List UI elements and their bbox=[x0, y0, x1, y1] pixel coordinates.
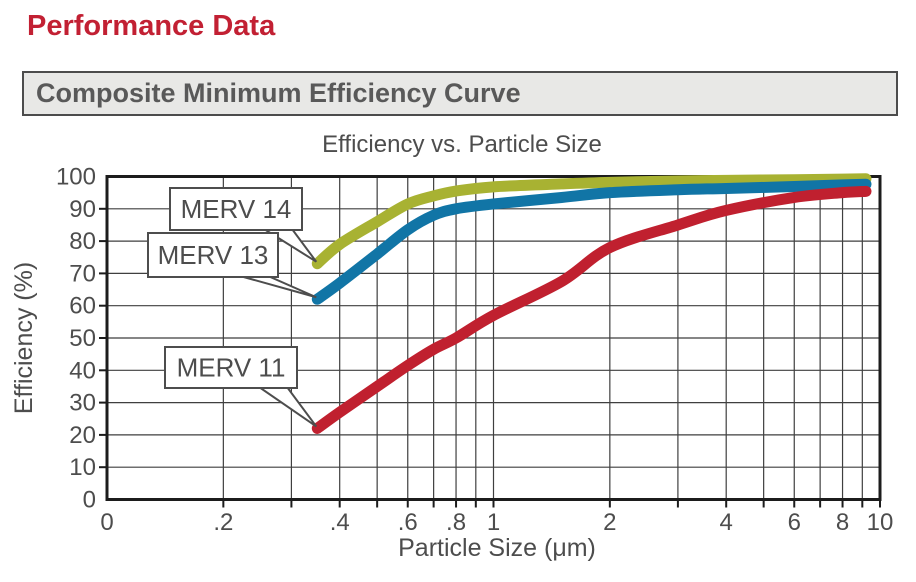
x-tick-label: 6 bbox=[788, 509, 801, 536]
y-tick-label: 40 bbox=[69, 357, 96, 384]
merv-13-curve bbox=[311, 178, 872, 305]
x-tick-label: .2 bbox=[213, 509, 233, 536]
x-tick-label: .8 bbox=[446, 509, 466, 536]
merv-14-callout: MERV 14 bbox=[169, 187, 318, 263]
x-tick-label: 1 bbox=[487, 509, 500, 536]
x-tick-label: 4 bbox=[720, 509, 733, 536]
y-axis-title: Efficiency (%) bbox=[10, 262, 38, 414]
series-curves bbox=[311, 173, 872, 434]
x-tick-label: .4 bbox=[330, 509, 350, 536]
merv-11-curve bbox=[311, 185, 872, 434]
merv-13-callout-label: MERV 13 bbox=[158, 240, 269, 270]
y-tick-label: 30 bbox=[69, 390, 96, 417]
y-tick-label: 10 bbox=[69, 454, 96, 481]
series-callouts: MERV 14 MERV 13 MERV 11 bbox=[147, 187, 318, 428]
merv-13-callout: MERV 13 bbox=[147, 232, 317, 299]
merv-14-callout-box bbox=[169, 187, 303, 231]
x-tick-label: .6 bbox=[398, 509, 418, 536]
y-tick-labels: 0 10 20 30 40 50 60 70 80 90 100 bbox=[56, 164, 96, 514]
plot-border bbox=[105, 175, 882, 501]
x-tick-label: 8 bbox=[836, 509, 849, 536]
y-tick-label: 20 bbox=[69, 422, 96, 449]
x-tick-labels: 0 .2 .4 .6 .8 1 2 4 6 8 10 bbox=[100, 509, 893, 536]
y-tick-label: 50 bbox=[69, 325, 96, 352]
page-title: Performance Data bbox=[27, 10, 276, 42]
section-banner: Composite Minimum Efficiency Curve bbox=[22, 71, 898, 116]
x-axis-title: Particle Size (μm) bbox=[398, 534, 596, 562]
merv-11-callout-box bbox=[164, 346, 298, 389]
merv-13-callout-tail bbox=[239, 275, 317, 299]
y-tick-label: 90 bbox=[69, 196, 96, 223]
y-tick-label: 0 bbox=[83, 487, 96, 514]
section-banner-label: Composite Minimum Efficiency Curve bbox=[36, 78, 521, 108]
x-tick-label: 2 bbox=[603, 509, 616, 536]
merv-11-callout-label: MERV 11 bbox=[177, 353, 286, 383]
merv-14-curve bbox=[311, 173, 872, 270]
chart-title: Efficiency vs. Particle Size bbox=[322, 131, 602, 158]
y-tick-label: 70 bbox=[69, 260, 96, 287]
merv-11-callout: MERV 11 bbox=[164, 346, 318, 428]
axis-ticks bbox=[99, 207, 881, 508]
x-tick-label: 10 bbox=[867, 509, 894, 536]
merv-11-callout-tail bbox=[255, 386, 318, 428]
merv-14-callout-label: MERV 14 bbox=[181, 194, 292, 224]
y-tick-label: 80 bbox=[69, 228, 96, 255]
efficiency-chart: Efficiency vs. Particle Size 0 .2 .4 .6 .8 1 2… bbox=[10, 131, 893, 562]
y-tick-label: 100 bbox=[56, 164, 96, 191]
y-tick-label: 60 bbox=[69, 293, 96, 320]
x-tick-label: 0 bbox=[100, 509, 113, 536]
merv-13-callout-box bbox=[147, 232, 279, 278]
